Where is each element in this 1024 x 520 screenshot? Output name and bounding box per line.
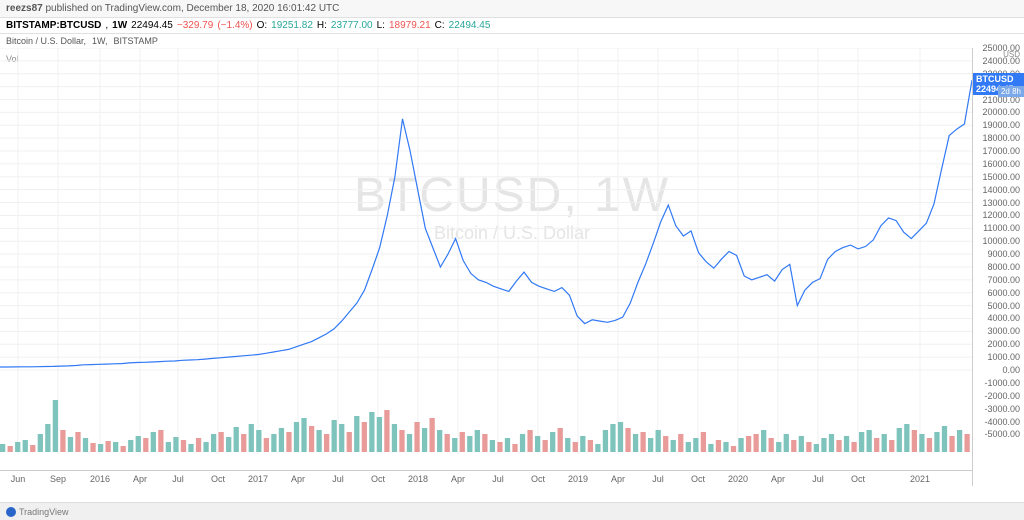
y-tick: 8000.00 bbox=[987, 262, 1020, 272]
source: BITSTAMP bbox=[114, 36, 158, 46]
y-tick: 20000.00 bbox=[982, 107, 1020, 117]
tradingview-logo-icon bbox=[6, 507, 16, 517]
x-tick: 2017 bbox=[248, 474, 268, 484]
x-tick: 2016 bbox=[90, 474, 110, 484]
symbol-code: BITSTAMP:BTCUSD bbox=[6, 20, 101, 31]
y-tick: 7000.00 bbox=[987, 275, 1020, 285]
price-chart[interactable] bbox=[0, 48, 972, 470]
y-tick: -2000.00 bbox=[984, 391, 1020, 401]
x-tick: Oct bbox=[531, 474, 545, 484]
x-axis[interactable]: Jun Sep 2016 Apr Jul Oct 2017 Apr Jul Oct 2018 Apr J… bbox=[0, 470, 972, 486]
x-tick: Jul bbox=[492, 474, 504, 484]
x-tick: Oct bbox=[211, 474, 225, 484]
x-tick: 2018 bbox=[408, 474, 428, 484]
x-tick: Oct bbox=[371, 474, 385, 484]
x-tick: Apr bbox=[771, 474, 785, 484]
x-tick: Jul bbox=[812, 474, 824, 484]
x-tick: 2020 bbox=[728, 474, 748, 484]
x-tick: 2021 bbox=[910, 474, 930, 484]
y-tick: 11000.00 bbox=[983, 223, 1020, 233]
y-tick: 1000.00 bbox=[987, 352, 1020, 362]
y-tick: 9000.00 bbox=[987, 249, 1020, 259]
y-tick: 6000.00 bbox=[987, 288, 1020, 298]
footer: TradingView bbox=[0, 502, 1024, 520]
y-tick: 19000.00 bbox=[982, 120, 1020, 130]
y-tick: 13000.00 bbox=[982, 198, 1020, 208]
y-tick: -4000.00 bbox=[984, 417, 1020, 427]
brand-label: TradingView bbox=[19, 507, 69, 517]
y-tick: 5000.00 bbox=[987, 301, 1020, 311]
x-tick: Jul bbox=[332, 474, 344, 484]
timeframe: 1W, bbox=[92, 36, 108, 46]
y-tick: 10000.00 bbox=[982, 236, 1020, 246]
ohlc-h: 23777.00 bbox=[331, 20, 373, 31]
y-tick: 4000.00 bbox=[987, 313, 1020, 323]
interval-label: 1W bbox=[112, 20, 127, 31]
ohlc-o: 19251.82 bbox=[271, 20, 313, 31]
y-tick: 24000.00 bbox=[982, 56, 1020, 66]
x-tick: Apr bbox=[451, 474, 465, 484]
ohlc-c: 22494.45 bbox=[449, 20, 491, 31]
symbol-bar: BITSTAMP:BTCUSD, 1W 22494.45 −329.79 (−1… bbox=[0, 18, 1024, 34]
change-abs: −329.79 bbox=[177, 20, 213, 31]
x-tick: 2019 bbox=[568, 474, 588, 484]
publisher-name: reezs87 bbox=[6, 3, 43, 14]
chart-area[interactable]: BTCUSD, 1W Bitcoin / U.S. Dollar Vol USD… bbox=[0, 48, 1024, 486]
publish-text: published on TradingView.com, December 1… bbox=[45, 3, 339, 14]
x-tick: Jul bbox=[172, 474, 184, 484]
publish-header: reezs87 published on TradingView.com, De… bbox=[0, 0, 1024, 18]
y-tick: 12000.00 bbox=[982, 210, 1020, 220]
x-tick: Oct bbox=[691, 474, 705, 484]
last-price: 22494.45 bbox=[131, 20, 173, 31]
y-axis[interactable]: USD 0.001000.002000.003000.004000.005000… bbox=[972, 48, 1024, 486]
y-tick: 3000.00 bbox=[987, 326, 1020, 336]
y-tick: 25000.00 bbox=[982, 43, 1020, 53]
y-tick: -5000.00 bbox=[984, 429, 1020, 439]
countdown-tag: 2d 8h bbox=[998, 86, 1024, 97]
x-tick: Sep bbox=[50, 474, 66, 484]
x-tick: Apr bbox=[133, 474, 147, 484]
y-tick: 2000.00 bbox=[987, 339, 1020, 349]
ohlc-l: 18979.21 bbox=[389, 20, 431, 31]
y-tick: 0.00 bbox=[1002, 365, 1020, 375]
y-tick: 15000.00 bbox=[982, 172, 1020, 182]
x-tick: Jun bbox=[11, 474, 26, 484]
pair-name: Bitcoin / U.S. Dollar, bbox=[6, 36, 86, 46]
y-tick: 18000.00 bbox=[982, 133, 1020, 143]
y-tick: 14000.00 bbox=[982, 185, 1020, 195]
y-tick: 17000.00 bbox=[982, 146, 1020, 156]
x-tick: Jul bbox=[652, 474, 664, 484]
x-tick: Apr bbox=[611, 474, 625, 484]
y-tick: -1000.00 bbox=[984, 378, 1020, 388]
x-tick: Apr bbox=[291, 474, 305, 484]
info-bar: Bitcoin / U.S. Dollar, 1W, BITSTAMP bbox=[0, 34, 1024, 48]
x-tick: Oct bbox=[851, 474, 865, 484]
y-tick: -3000.00 bbox=[984, 404, 1020, 414]
y-tick: 16000.00 bbox=[982, 159, 1020, 169]
change-pct: (−1.4%) bbox=[217, 20, 252, 31]
